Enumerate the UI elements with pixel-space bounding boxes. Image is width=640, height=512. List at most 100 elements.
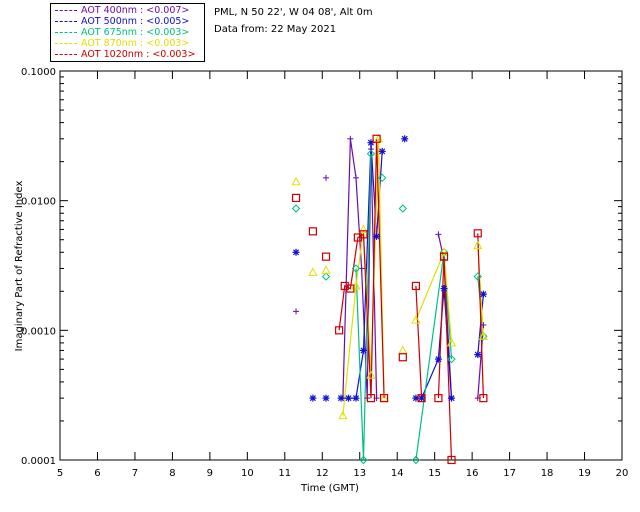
- data-point-aot-1020nm: [366, 394, 376, 403]
- legend-item-675nm: AOT 675nm : <0.003>: [55, 27, 189, 38]
- x-tick-label: 16: [466, 468, 479, 479]
- x-tick-label: 6: [94, 468, 100, 479]
- site-info: PML, N 50 22', W 04 08', Alt 0m: [214, 7, 373, 18]
- data-point-aot-1020nm: [340, 281, 349, 291]
- legend: AOT 400nm : <0.007> AOT 500nm : <0.005> …: [50, 3, 205, 62]
- x-tick-label: 19: [578, 468, 591, 479]
- legend-label-500nm: AOT 500nm : <0.005>: [81, 16, 190, 27]
- data-point-aot-1020nm: [473, 229, 482, 238]
- axes-layer: 5 6 7 8 9 10 11 12 13 14 15 16 17 18 19 20 0.0001 0.0010 0…: [21, 67, 628, 479]
- legend-swatch-400nm: [55, 10, 77, 11]
- marker-stroke: [345, 395, 352, 402]
- data-point-aot-500nm: [344, 394, 352, 402]
- marker-stroke: [337, 395, 345, 402]
- marker-stroke: [401, 135, 408, 142]
- data-point-aot-1020nm: [411, 281, 421, 291]
- x-tick-label: 15: [428, 468, 441, 479]
- x-tick-label: 20: [616, 468, 629, 479]
- legend-swatch-1020nm: [55, 54, 77, 55]
- data-point-aot-1020nm: [379, 394, 389, 403]
- data-point-aot-500nm: [418, 394, 426, 402]
- x-tick-label: 13: [353, 468, 366, 479]
- data-point-aot-400nm: [435, 231, 442, 238]
- data-point-aot-1020nm: [479, 394, 488, 403]
- data-point-aot-870nm: [358, 224, 369, 233]
- data-point-aot-1020nm: [434, 394, 443, 403]
- date-info: Data from: 22 May 2021: [214, 24, 337, 35]
- x-tick-label: 11: [278, 468, 291, 479]
- data-point-aot-500nm: [337, 394, 345, 402]
- data-point-aot-675nm: [366, 149, 376, 158]
- data-point-aot-500nm: [359, 346, 367, 354]
- series-line-aot-1020nm: [477, 233, 484, 399]
- data-point-aot-1020nm: [398, 353, 407, 362]
- data-point-aot-675nm: [398, 204, 408, 213]
- data-point-aot-500nm: [292, 248, 300, 256]
- y-tick-label: 0.0001: [21, 456, 56, 467]
- legend-item-500nm: AOT 500nm : <0.005>: [55, 16, 189, 27]
- legend-label-675nm: AOT 675nm : <0.003>: [81, 27, 190, 38]
- data-point-aot-400nm: [352, 174, 359, 181]
- data-point-aot-870nm: [338, 410, 348, 420]
- x-tick-label: 17: [503, 468, 516, 479]
- data-point-aot-675nm: [359, 455, 368, 465]
- data-point-aot-1020nm: [439, 252, 449, 261]
- data-point-aot-675nm: [411, 455, 421, 465]
- legend-item-870nm: AOT 870nm : <0.003>: [55, 38, 189, 49]
- x-tick-label: 10: [241, 468, 254, 479]
- y-tick-label: 0.0010: [21, 326, 56, 337]
- data-point-aot-400nm: [323, 174, 330, 181]
- legend-label-870nm: AOT 870nm : <0.003>: [81, 38, 190, 49]
- legend-label-400nm: AOT 400nm : <0.007>: [81, 5, 190, 16]
- marker-stroke: [322, 395, 330, 402]
- data-point-aot-675nm: [321, 272, 331, 281]
- data-point-aot-1020nm: [447, 455, 456, 465]
- data-point-aot-400nm: [367, 146, 374, 153]
- x-tick-label: 8: [169, 468, 175, 479]
- y-axis-label: Imaginary Part of Refractive Index: [14, 180, 25, 352]
- marker-stroke: [474, 351, 481, 358]
- data-point-aot-675nm: [291, 204, 301, 213]
- series-line-aot-870nm: [415, 252, 453, 343]
- x-axis-label: Time (GMT): [301, 483, 359, 494]
- y-tick-label: 0.0100: [21, 197, 56, 208]
- legend-swatch-675nm: [55, 32, 77, 33]
- marker-stroke: [418, 395, 425, 402]
- data-point-aot-1020nm: [359, 230, 368, 239]
- data-point-aot-400nm: [293, 308, 300, 315]
- plot-frame: [59, 70, 623, 461]
- series-line-aot-675nm: [355, 153, 372, 461]
- data-point-aot-400nm: [347, 135, 354, 142]
- marker-stroke: [441, 285, 448, 292]
- data-point-aot-870nm: [291, 176, 301, 186]
- data-point-aot-500nm: [322, 394, 330, 402]
- marker-stroke: [379, 148, 386, 155]
- data-point-aot-1020nm: [346, 284, 355, 293]
- series-line-aot-1020nm: [338, 138, 385, 399]
- series-line-aot-400nm: [477, 324, 484, 399]
- legend-swatch-870nm: [55, 43, 77, 44]
- data-point-aot-1020nm: [417, 394, 426, 403]
- legend-label-1020nm: AOT 1020nm : <0.003>: [81, 49, 196, 60]
- y-tick-label: 0.1000: [21, 67, 56, 78]
- data-point-aot-400nm: [480, 321, 487, 328]
- data-point-aot-675nm: [378, 173, 387, 183]
- legend-swatch-500nm: [55, 21, 77, 22]
- marker-stroke: [448, 395, 455, 402]
- marker-stroke: [480, 291, 487, 298]
- data-point-aot-500nm: [373, 232, 381, 240]
- x-tick-label: 9: [207, 468, 213, 479]
- series-line-aot-1020nm: [415, 285, 423, 399]
- data-point-aot-500nm: [440, 285, 448, 293]
- x-tick-label: 5: [57, 468, 63, 479]
- series-lines-layer: [338, 138, 484, 461]
- data-point-aot-675nm: [351, 264, 361, 273]
- data-point-aot-870nm: [398, 345, 408, 354]
- marker-stroke: [435, 356, 442, 363]
- legend-item-400nm: AOT 400nm : <0.007>: [55, 5, 189, 16]
- data-point-aot-500nm: [401, 135, 409, 143]
- data-point-aot-500nm: [434, 355, 442, 363]
- x-tick-label: 7: [132, 468, 138, 479]
- data-point-aot-500nm: [448, 394, 456, 402]
